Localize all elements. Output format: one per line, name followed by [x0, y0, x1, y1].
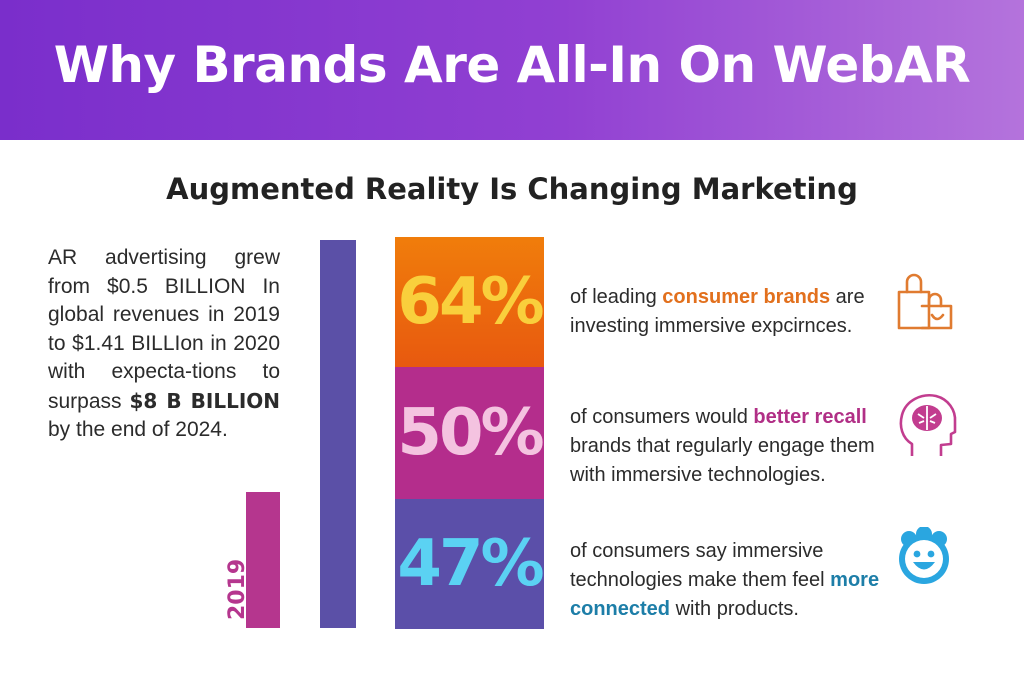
- stat-value: 47%: [397, 527, 544, 601]
- header-banner: Why Brands Are All-In On WebAR: [0, 0, 1024, 140]
- stat-value: 50%: [397, 396, 544, 470]
- stat-desc-highlight: better recall: [753, 406, 867, 428]
- shopping-bag-icon: [897, 273, 953, 330]
- bar-2020: [320, 240, 356, 628]
- growth-text-part1: AR advertising grew from $0.5 BILLION In…: [48, 246, 280, 413]
- stat-block-50: 50%: [395, 367, 545, 499]
- smiley-face-icon: [899, 527, 949, 584]
- stat-desc-highlight: more connected: [570, 569, 880, 620]
- growth-text-part2: by the end of 2024.: [48, 418, 228, 441]
- stat-desc-post: are investing immersive expcirnces.: [570, 286, 865, 337]
- stat-value: 64%: [397, 265, 544, 339]
- stat-desc-pre: of consumers say immersive technologies …: [570, 540, 831, 591]
- stat-desc-pre: of consumers would: [570, 406, 754, 428]
- stat-description-connected: of consumers say immersive technologies …: [570, 537, 890, 624]
- stat-desc-pre: of leading: [570, 286, 663, 308]
- stat-desc-highlight: consumer brands: [662, 286, 831, 308]
- growth-text-bold: $8 B BILLION: [129, 388, 281, 413]
- stat-block-64: 64%: [395, 237, 545, 367]
- label-2019: 2019: [225, 558, 250, 620]
- growth-paragraph: AR advertising grew from $0.5 BILLION In…: [48, 244, 280, 445]
- bar-2019: [246, 492, 280, 628]
- stat-block-47: 47%: [395, 499, 545, 629]
- stat-desc-post: brands that regularly engage them with i…: [570, 435, 875, 486]
- page-title: Why Brands Are All-In On WebAR: [53, 36, 971, 94]
- stat-desc-post: with products.: [670, 598, 799, 620]
- stat-description-brands: of leading consumer brands are investing…: [570, 283, 890, 341]
- stat-description-recall: of consumers would better recall brands …: [570, 403, 890, 490]
- brain-head-icon: [899, 394, 957, 456]
- subtitle: Augmented Reality Is Changing Marketing: [166, 172, 858, 206]
